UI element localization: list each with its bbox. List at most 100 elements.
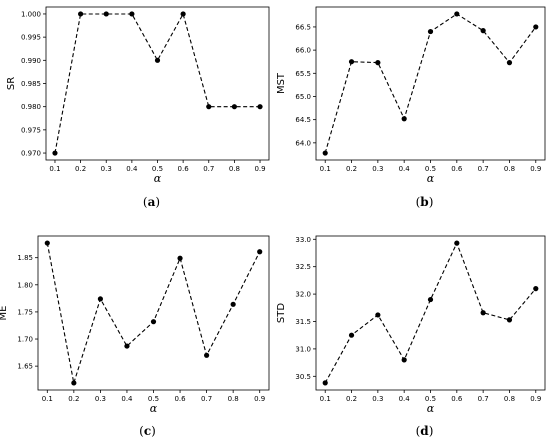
y-tick-label: 32.5 [295,263,311,271]
series-line [54,12,260,154]
data-point [427,28,434,35]
x-tick-label: 0.6 [451,165,463,173]
x-tick-label: 0.2 [346,395,357,403]
data-point [71,380,77,386]
data-point [206,104,212,110]
y-tick-label: 64.5 [295,116,311,124]
y-tick-label: 31.0 [295,345,311,353]
data-point [348,59,355,65]
y-tick-label: 33.0 [295,236,311,244]
x-axis-label: α [427,402,435,415]
data-point [52,150,58,156]
data-point [401,357,407,363]
panel-caption-letter: d [420,424,429,438]
y-tick-label: 1.70 [17,336,33,344]
x-tick-label: 0.2 [68,395,79,403]
x-tick-label: 0.4 [399,165,411,173]
y-tick-label: 32.0 [295,291,311,299]
data-point [506,317,513,323]
x-tick-label: 0.3 [101,165,112,173]
data-point [322,380,328,386]
series-line [324,13,537,154]
data-point [154,57,161,63]
x-tick-label: 0.3 [372,395,383,403]
data-point [231,104,237,110]
x-tick-label: 0.4 [399,395,411,403]
y-tick-label: 0.970 [21,150,41,158]
data-point [322,150,328,156]
x-tick-label: 0.6 [178,165,190,173]
y-axis-label: MST [276,72,287,94]
x-tick-label: 0.3 [95,395,106,403]
x-tick-label: 0.5 [152,165,163,173]
data-point [44,240,50,246]
data-point [180,11,186,17]
y-tick-label: 66.0 [295,47,311,55]
y-axis-label: ME [0,306,9,321]
y-axis-label: SR [6,77,17,90]
x-tick-label: 0.6 [451,395,463,403]
plot-frame [45,6,270,161]
x-tick-label: 0.3 [372,165,383,173]
data-point [348,332,355,338]
x-tick-label: 0.8 [504,395,515,403]
data-point [204,352,210,358]
plot-frame [315,235,546,391]
x-tick-label: 0.7 [478,395,489,403]
x-tick-label: 0.4 [121,395,133,403]
x-tick-label: 0.5 [425,395,436,403]
data-point [230,301,236,307]
chart-panel-d: 0.1 0.2 0.3 0.4 0.5 0.6 0.7 0.8 0.9 30.5 31.0 31.5 3… [276,235,546,438]
x-tick-label: 0.8 [228,395,239,403]
panel-caption: (c) [139,424,156,438]
y-tick-label: 1.000 [21,10,41,18]
x-tick-label: 0.9 [254,165,265,173]
y-tick-label: 30.5 [295,373,311,381]
x-tick-label: 0.8 [504,165,515,173]
series-line [46,242,261,384]
data-point [375,312,381,318]
x-tick-label: 0.5 [425,165,436,173]
y-tick-label: 0.990 [21,57,41,65]
y-tick-label: 65.0 [295,93,311,101]
x-tick-label: 0.2 [346,165,357,173]
x-axis-label: α [427,172,435,185]
data-point [97,296,103,302]
panel-caption: (d) [416,424,434,438]
x-tick-label: 0.1 [320,165,331,173]
x-axis-label: α [154,172,162,185]
x-tick-label: 0.7 [203,165,214,173]
data-point [257,104,263,110]
data-point [177,255,183,261]
data-point [480,28,486,34]
data-point [401,116,407,122]
y-tick-label: 31.5 [295,318,311,326]
data-point [150,319,157,325]
y-tick-label: 1.65 [17,363,33,371]
y-tick-label: 1.80 [17,281,33,289]
panel-caption: (a) [143,195,160,209]
data-point [454,11,460,17]
y-tick-label: 64.0 [295,139,311,147]
y-tick-label: 0.995 [21,34,41,42]
plot-frame [37,235,270,391]
y-tick-label: 0.985 [21,80,41,88]
y-tick-label: 1.85 [17,254,33,262]
data-point [506,60,513,66]
x-tick-label: 0.4 [126,165,138,173]
chart-panel-c: 0.1 0.2 0.3 0.4 0.5 0.6 0.7 0.8 0.9 1.65 1.70 1.75 1… [0,235,270,438]
panel-caption-letter: a [148,195,156,209]
y-axis-label: STD [276,303,287,323]
data-point [454,240,460,246]
x-tick-label: 0.7 [478,165,489,173]
data-point [427,296,434,303]
x-axis-label: α [150,402,158,415]
x-tick-label: 0.9 [530,165,541,173]
data-point [103,11,109,17]
x-tick-label: 0.1 [42,395,53,403]
y-tick-label: 0.980 [21,103,41,111]
data-point [533,24,539,30]
data-point [78,11,84,17]
data-point [129,11,135,17]
